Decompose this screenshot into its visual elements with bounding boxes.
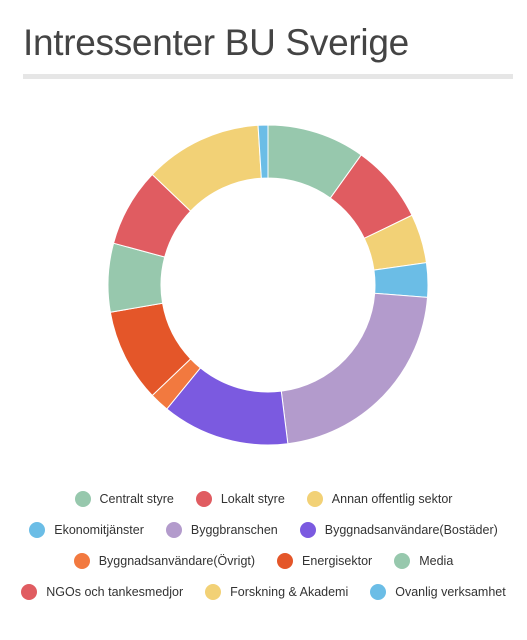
legend-item[interactable]: Byggbranschen [165,521,278,538]
legend-label: NGOs och tankesmedjor [46,584,184,599]
legend-swatch [195,490,212,507]
legend-swatch [306,490,323,507]
legend-item[interactable]: Ekonomitjänster [29,521,144,538]
donut-slice-5[interactable] [280,292,429,445]
legend-item[interactable]: Forskning & Akademi [205,583,349,600]
legend-item[interactable]: Lokalt styre [195,490,285,507]
page-title: Intressenter BU Sverige [23,22,409,63]
legend-label: Ovanlig verksamhet [395,584,506,599]
legend-item[interactable]: Byggnadsanvändare(Bostäder) [299,521,498,538]
legend-label: Ekonomitjänster [54,522,144,537]
legend-item[interactable]: Annan offentlig sektor [306,490,453,507]
legend-swatch [74,490,91,507]
legend-item[interactable]: Ovanlig verksamhet [370,583,506,600]
legend-row: Centralt styre Lokalt styre Annan offentli… [0,483,527,514]
donut-chart [107,124,429,446]
legend-swatch [205,583,222,600]
legend-label: Lokalt styre [220,491,285,506]
legend-item[interactable]: Centralt styre [74,490,174,507]
legend-swatch [394,552,411,569]
legend-swatch [29,521,46,538]
legend-label: Byggbranschen [190,522,278,537]
legend-label: Forskning & Akademi [230,584,349,599]
legend-swatch [73,552,90,569]
legend-swatch [299,521,316,538]
legend-item[interactable]: Byggnadsanvändare(Övrigt) [73,552,256,569]
title-divider [23,74,513,79]
legend-swatch [277,552,294,569]
legend-swatch [370,583,387,600]
chart-legend: Centralt styre Lokalt styre Annan offentli… [0,483,527,607]
legend-item[interactable]: Energisektor [277,552,373,569]
legend-swatch [21,583,38,600]
legend-label: Energisektor [302,553,373,568]
legend-item[interactable]: Media [394,552,454,569]
legend-label: Annan offentlig sektor [331,491,453,506]
donut-slice-12[interactable] [257,124,269,179]
legend-label: Centralt styre [99,491,174,506]
legend-row: Byggnadsanvändare(Övrigt) Energisektor Med… [0,545,527,576]
legend-row: NGOs och tankesmedjor Forskning & Akademi… [0,576,527,607]
legend-label: Byggnadsanvändare(Övrigt) [98,553,256,568]
legend-label: Media [419,553,454,568]
legend-row: Ekonomitjänster Byggbranschen Byggnadsanvä… [0,514,527,545]
legend-swatch [165,521,182,538]
legend-label: Byggnadsanvändare(Bostäder) [324,522,498,537]
legend-item[interactable]: NGOs och tankesmedjor [21,583,184,600]
